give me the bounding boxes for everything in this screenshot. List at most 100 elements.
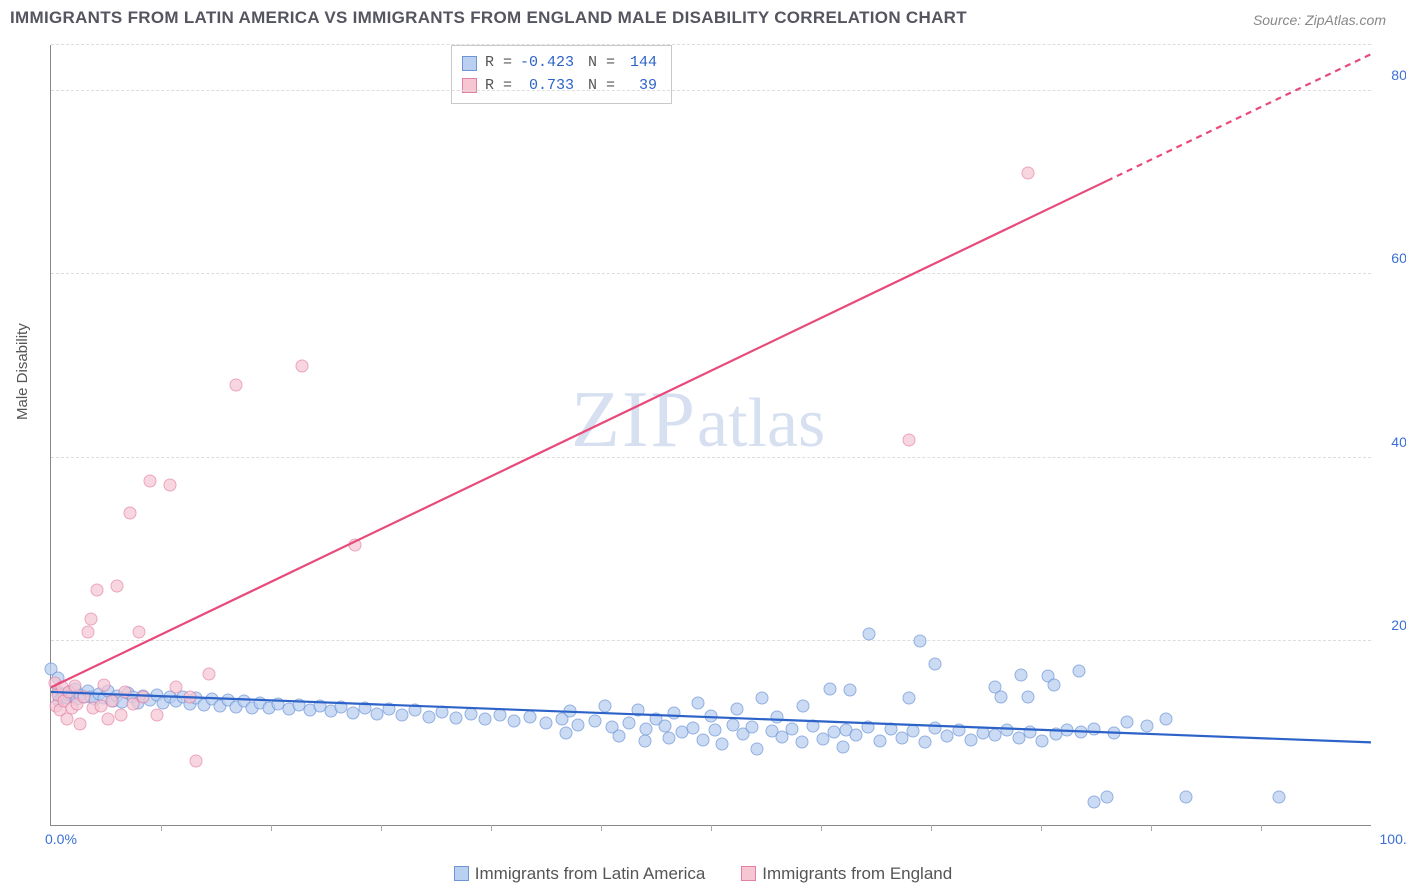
- data-point-latin: [1107, 727, 1120, 740]
- data-point-latin: [708, 723, 721, 736]
- data-point-latin: [450, 711, 463, 724]
- data-point-england: [91, 584, 104, 597]
- stats-row: R = -0.423N = 144: [462, 52, 657, 75]
- source-label: Source: ZipAtlas.com: [1253, 12, 1386, 28]
- data-point-latin: [382, 703, 395, 716]
- data-point-latin: [612, 730, 625, 743]
- y-axis-label: Male Disability: [14, 323, 31, 420]
- data-point-latin: [563, 705, 576, 718]
- data-point-latin: [953, 724, 966, 737]
- data-point-latin: [873, 734, 886, 747]
- data-point-latin: [1101, 791, 1114, 804]
- data-point-latin: [850, 729, 863, 742]
- data-point-england: [78, 690, 91, 703]
- data-point-latin: [806, 719, 819, 732]
- data-point-latin: [479, 713, 492, 726]
- data-point-latin: [691, 696, 704, 709]
- data-point-england: [903, 433, 916, 446]
- data-point-england: [295, 360, 308, 373]
- data-point-latin: [524, 710, 537, 723]
- x-minor-tick: [491, 825, 492, 831]
- legend-swatch: [462, 56, 477, 71]
- watermark: ZIPatlas: [571, 375, 825, 466]
- data-point-latin: [464, 707, 477, 720]
- data-point-england: [348, 539, 361, 552]
- data-point-latin: [913, 635, 926, 648]
- data-point-latin: [662, 731, 675, 744]
- data-point-latin: [756, 692, 769, 705]
- data-point-england: [163, 479, 176, 492]
- data-point-england: [74, 718, 87, 731]
- data-point-latin: [796, 735, 809, 748]
- data-point-latin: [493, 708, 506, 721]
- data-point-latin: [1024, 726, 1037, 739]
- data-point-latin: [797, 699, 810, 712]
- data-point-latin: [771, 710, 784, 723]
- data-point-england: [68, 679, 81, 692]
- x-minor-tick: [931, 825, 932, 831]
- data-point-latin: [1160, 713, 1173, 726]
- data-point-latin: [1087, 796, 1100, 809]
- data-point-latin: [559, 727, 572, 740]
- data-point-latin: [588, 715, 601, 728]
- data-point-latin: [731, 703, 744, 716]
- data-point-latin: [1272, 791, 1285, 804]
- data-point-latin: [1036, 734, 1049, 747]
- data-point-england: [97, 678, 110, 691]
- legend: Immigrants from Latin America Immigrants …: [0, 864, 1406, 884]
- data-point-latin: [1061, 723, 1074, 736]
- data-point-latin: [571, 718, 584, 731]
- data-point-latin: [1087, 722, 1100, 735]
- x-tick-label: 100.0%: [1380, 831, 1406, 847]
- x-minor-tick: [1151, 825, 1152, 831]
- legend-swatch: [741, 866, 756, 881]
- data-point-england: [229, 378, 242, 391]
- legend-swatch: [454, 866, 469, 881]
- data-point-latin: [540, 717, 553, 730]
- data-point-latin: [705, 709, 718, 722]
- data-point-england: [150, 708, 163, 721]
- data-point-latin: [623, 717, 636, 730]
- data-point-latin: [599, 699, 612, 712]
- x-minor-tick: [601, 825, 602, 831]
- data-point-latin: [1073, 664, 1086, 677]
- data-point-latin: [929, 721, 942, 734]
- y-tick-label: 40.0%: [1376, 434, 1406, 450]
- data-point-england: [105, 695, 118, 708]
- data-point-latin: [929, 658, 942, 671]
- legend-item: Immigrants from England: [741, 864, 952, 883]
- legend-item: Immigrants from Latin America: [454, 864, 706, 883]
- data-point-latin: [884, 722, 897, 735]
- data-point-latin: [396, 708, 409, 721]
- data-point-latin: [823, 683, 836, 696]
- x-minor-tick: [1261, 825, 1262, 831]
- chart-title: IMMIGRANTS FROM LATIN AMERICA VS IMMIGRA…: [10, 8, 967, 28]
- data-point-latin: [843, 684, 856, 697]
- data-point-england: [137, 690, 150, 703]
- gridline: [51, 273, 1371, 274]
- gridline: [51, 640, 1371, 641]
- data-point-latin: [632, 704, 645, 717]
- x-minor-tick: [711, 825, 712, 831]
- data-point-latin: [906, 725, 919, 738]
- data-point-england: [1021, 167, 1034, 180]
- data-point-latin: [422, 710, 435, 723]
- data-point-latin: [697, 733, 710, 746]
- gridline: [51, 457, 1371, 458]
- x-minor-tick: [271, 825, 272, 831]
- data-point-latin: [751, 742, 764, 755]
- data-point-latin: [1048, 678, 1061, 691]
- y-tick-label: 20.0%: [1376, 617, 1406, 633]
- data-point-latin: [409, 704, 422, 717]
- data-point-england: [101, 713, 114, 726]
- data-point-england: [84, 612, 97, 625]
- data-point-england: [111, 580, 124, 593]
- data-point-england: [81, 626, 94, 639]
- plot-area: ZIPatlas R = -0.423N = 144R = 0.733N = 3…: [50, 45, 1371, 826]
- data-point-england: [183, 690, 196, 703]
- data-point-latin: [918, 736, 931, 749]
- x-minor-tick: [161, 825, 162, 831]
- x-minor-tick: [821, 825, 822, 831]
- data-point-latin: [785, 722, 798, 735]
- data-point-latin: [903, 692, 916, 705]
